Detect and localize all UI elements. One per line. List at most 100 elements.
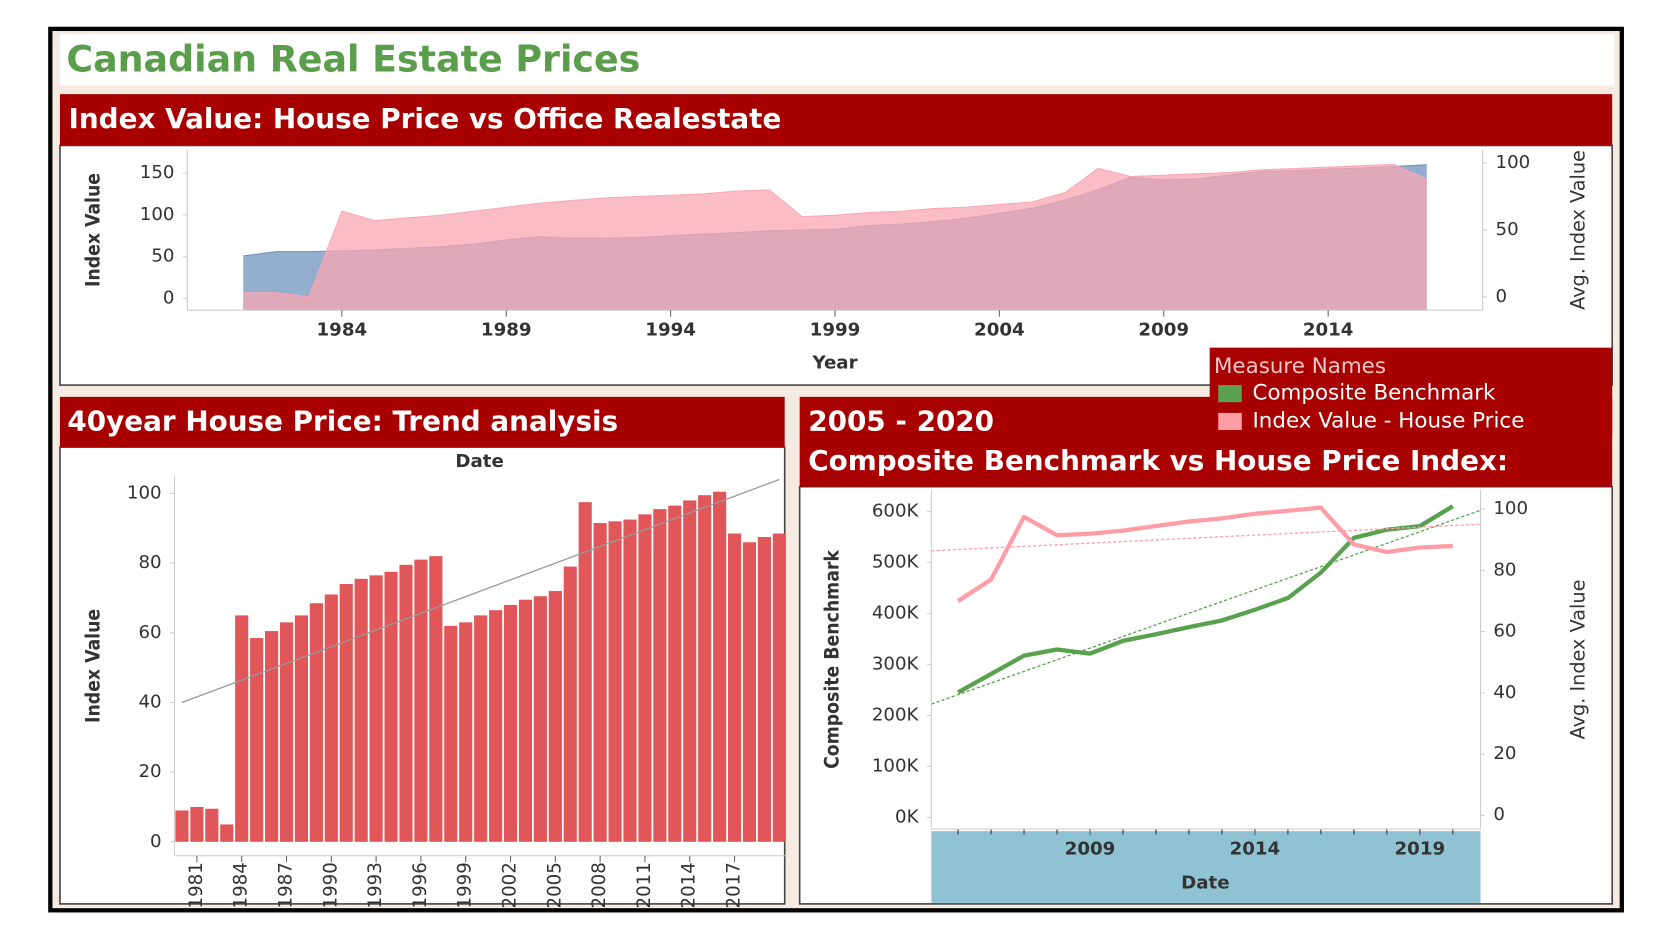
- x-tick-label: 1993: [365, 862, 386, 908]
- bar: [653, 509, 667, 842]
- bar: [235, 615, 249, 842]
- bar: [533, 596, 547, 842]
- bar: [444, 625, 458, 842]
- y-tick-label: 80: [138, 552, 161, 573]
- x-tick-label: 2009: [1138, 320, 1189, 341]
- bar: [399, 564, 413, 842]
- bar: [190, 806, 204, 842]
- bar: [414, 559, 428, 842]
- bar: [593, 523, 607, 842]
- bar: [668, 505, 682, 842]
- x-tick-label: 1999: [810, 320, 861, 341]
- y-axis-label: Composite Benchmark: [820, 550, 843, 769]
- x-tick-label: 2017: [724, 862, 745, 908]
- y-tick-label: 60: [138, 622, 161, 643]
- y-tick-label: 0K: [895, 806, 920, 827]
- bar: [250, 638, 264, 842]
- bar: [489, 610, 503, 842]
- y-tick-label: 300K: [872, 653, 920, 674]
- bar: [623, 519, 637, 842]
- x-axis-label: Year: [811, 353, 857, 374]
- y-tick-label: 100K: [872, 755, 920, 776]
- bar: [294, 615, 309, 842]
- area-fill: [243, 164, 1427, 311]
- y-tick-label: 20: [138, 761, 161, 782]
- bar: [698, 495, 712, 842]
- bar: [279, 622, 294, 842]
- chart-subtitle: Composite Benchmark vs House Price Index…: [808, 444, 1508, 477]
- y-tick-label: 0: [150, 831, 162, 852]
- y-tick-label: 0: [163, 288, 175, 309]
- y-tick-label: 50: [151, 246, 174, 267]
- x-tick-label: 1984: [231, 862, 252, 908]
- x-tick-label: 1999: [455, 862, 476, 908]
- x-tick-label: 2011: [634, 862, 655, 908]
- chart-title: 2005 - 2020: [808, 405, 994, 438]
- bar: [772, 533, 786, 842]
- bar: [713, 491, 727, 842]
- legend-title: Measure Names: [1214, 354, 1386, 379]
- y2-tick-label: 40: [1493, 682, 1516, 703]
- line: [956, 505, 1453, 603]
- x-tick-label: 2002: [500, 862, 521, 908]
- y-tick-label: 100: [127, 482, 162, 503]
- bar: [548, 590, 562, 842]
- legend-swatch: [1218, 412, 1242, 431]
- x-tick-label: 2005: [544, 862, 565, 908]
- y-axis-label: Index Value: [82, 173, 105, 287]
- bar: [503, 604, 518, 842]
- bar: [369, 575, 383, 842]
- axis-highlight: [931, 831, 1481, 903]
- x-tick-label: 2008: [589, 862, 610, 908]
- panel-header: [59, 94, 1613, 146]
- x-tick-label: 2019: [1395, 838, 1446, 859]
- trend-line: [931, 523, 1481, 552]
- x-tick-label: 1981: [186, 862, 207, 908]
- y2-tick-label: 0: [1493, 804, 1505, 825]
- x-tick-label: 1996: [410, 862, 431, 908]
- bar: [474, 615, 488, 842]
- bar: [608, 521, 622, 842]
- x-tick-label: 2009: [1065, 838, 1116, 859]
- legend-swatch: [1218, 385, 1242, 403]
- chart-title: Index Value: House Price vs Office Reale…: [69, 102, 782, 135]
- bar: [742, 542, 757, 842]
- x-tick-label: 1984: [317, 320, 368, 341]
- trend-line: [931, 509, 1481, 705]
- legend: [1209, 347, 1613, 437]
- bar: [563, 566, 577, 842]
- chart-title: 40year House Price: Trend analysis: [67, 405, 618, 438]
- y2-tick-label: 20: [1493, 743, 1516, 764]
- x-tick-label: 1989: [481, 320, 532, 341]
- x-tick-label: 2014: [679, 862, 700, 908]
- y2-tick-label: 100: [1493, 498, 1528, 519]
- bar: [638, 514, 652, 842]
- y-tick-label: 40: [138, 691, 161, 712]
- area-edge: [243, 163, 1427, 298]
- bar: [205, 808, 219, 842]
- bar: [264, 631, 279, 842]
- y2-tick-label: 100: [1496, 152, 1531, 173]
- y-tick-label: 100: [140, 204, 175, 225]
- bar: [220, 824, 234, 842]
- bar: [309, 603, 323, 842]
- bar: [727, 533, 742, 842]
- y-tick-label: 200K: [872, 704, 920, 725]
- x-axis-label: Date: [1181, 873, 1229, 894]
- y2-axis-label: Avg. Index Value: [1567, 580, 1590, 740]
- y2-tick-label: 50: [1496, 219, 1519, 240]
- x-tick-label: 2014: [1303, 320, 1354, 341]
- panel-header: [59, 396, 785, 448]
- y2-tick-label: 0: [1496, 286, 1508, 307]
- bar: [578, 502, 592, 842]
- x-tick-label: 2014: [1230, 838, 1281, 859]
- x-tick-label: 2004: [974, 320, 1025, 341]
- bar: [683, 500, 697, 842]
- y2-tick-label: 80: [1493, 559, 1516, 580]
- y-tick-label: 500K: [872, 551, 920, 572]
- bar: [324, 594, 338, 842]
- trend-line: [181, 478, 780, 704]
- bar: [459, 622, 473, 842]
